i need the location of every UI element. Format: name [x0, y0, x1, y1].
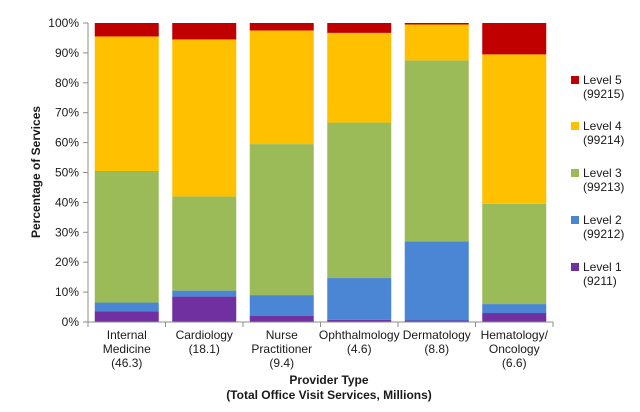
x-axis-sublabel: (Total Office Visit Services, Millions): [226, 388, 432, 402]
bar-level-3: [249, 144, 314, 296]
x-tick-label-line: Nurse: [266, 328, 298, 342]
legend-swatch: [571, 169, 579, 177]
bar-level-4: [327, 32, 392, 123]
bar-level-3: [94, 171, 159, 303]
bar-level-1: [249, 316, 314, 322]
bar-level-1: [482, 313, 547, 322]
y-tick-label: 70%: [55, 106, 79, 120]
x-tick-label-line: Hematology/: [481, 328, 549, 342]
x-tick-label-line: (46.3): [111, 356, 142, 370]
bar-level-5: [94, 23, 159, 37]
legend-swatch: [571, 216, 579, 224]
y-axis-label: Percentage of Services: [29, 106, 43, 238]
x-tick-label: Nurse Practitioner (9.4): [251, 328, 312, 370]
bar-level-3: [482, 203, 547, 305]
bar-level-2: [249, 295, 314, 317]
bar-level-1: [327, 319, 392, 322]
bar-level-5: [482, 23, 547, 55]
x-tick-label: Ophthalmology (4.6): [319, 328, 400, 356]
bar-level-2: [172, 290, 237, 297]
legend-label: Level 1: [583, 260, 622, 274]
x-tick-label-line: (18.1): [189, 342, 220, 356]
bar-level-4: [482, 54, 547, 204]
legend-swatch: [571, 122, 579, 130]
x-tick-label-line: Medicine: [103, 342, 151, 356]
y-tick-label: 0%: [62, 315, 80, 329]
bar-level-5: [249, 23, 314, 31]
x-tick-label: Cardiology (18.1): [176, 328, 233, 356]
legend-code: (99213): [583, 180, 624, 194]
bar-level-2: [482, 304, 547, 314]
x-tick-label-line: (4.6): [347, 342, 372, 356]
legend-label: Level 2: [583, 213, 622, 227]
bar-level-3: [404, 60, 469, 242]
bars: [94, 23, 547, 322]
x-tick-label-line: Cardiology: [176, 328, 233, 342]
bar-level-5: [327, 23, 392, 33]
x-tick-label-line: Practitioner: [251, 342, 312, 356]
bar-level-5: [404, 23, 469, 25]
y-tick-label: 10%: [55, 285, 79, 299]
legend-code: (9211): [583, 274, 617, 288]
legend-label: Level 5: [583, 73, 622, 87]
x-tick-label: Hematology/Oncology (6.6): [481, 328, 549, 370]
legend-swatch: [571, 76, 579, 84]
bar-level-1: [172, 296, 237, 322]
bar-level-4: [404, 24, 469, 61]
x-tick-label: Internal Medicine (46.3): [103, 328, 151, 370]
x-axis: Internal Medicine (46.3) Cardiology (18.1) Nu…: [87, 321, 554, 370]
legend-label: Level 3: [583, 166, 622, 180]
y-tick-label: 90%: [55, 46, 79, 60]
x-tick-label-line: (6.6): [502, 356, 527, 370]
bar-level-4: [249, 30, 314, 145]
x-axis-label: Provider Type: [289, 373, 368, 387]
bar-level-2: [327, 278, 392, 320]
bar-level-4: [94, 36, 159, 172]
bar-level-3: [172, 196, 237, 291]
legend-code: (99214): [583, 133, 624, 147]
bar-level-2: [404, 241, 469, 321]
x-tick-label: Dermatology (8.8): [403, 328, 471, 356]
bar-level-1: [94, 311, 159, 322]
bar-level-4: [172, 39, 237, 197]
y-tick-label: 30%: [55, 225, 79, 239]
y-tick-label: 20%: [55, 255, 79, 269]
y-tick-label: 40%: [55, 195, 79, 209]
legend-code: (99212): [583, 227, 624, 241]
x-tick-label-line: Internal: [107, 328, 147, 342]
legend-label: Level 4: [583, 119, 622, 133]
x-tick-label-line: (8.8): [424, 342, 449, 356]
y-axis: 0% 10% 20% 30% 40% 50% 60% 70% 80% 90% 100%: [48, 16, 89, 329]
bar-level-2: [94, 302, 159, 312]
legend: Level 5(99215)Level 4(99214)Level 3(9921…: [571, 73, 624, 288]
y-tick-label: 80%: [55, 76, 79, 90]
bar-level-3: [327, 122, 392, 279]
x-tick-label-line: (9.4): [269, 356, 294, 370]
y-tick-label: 100%: [48, 16, 79, 30]
bar-level-5: [172, 23, 237, 40]
bar-level-1: [404, 320, 469, 322]
legend-swatch: [571, 263, 579, 271]
y-tick-label: 60%: [55, 136, 79, 150]
x-tick-label-line: Ophthalmology: [319, 328, 400, 342]
y-tick-label: 50%: [55, 166, 79, 180]
legend-code: (99215): [583, 87, 624, 101]
x-tick-label-line: Dermatology: [403, 328, 471, 342]
x-tick-label-line: Oncology: [489, 342, 540, 356]
